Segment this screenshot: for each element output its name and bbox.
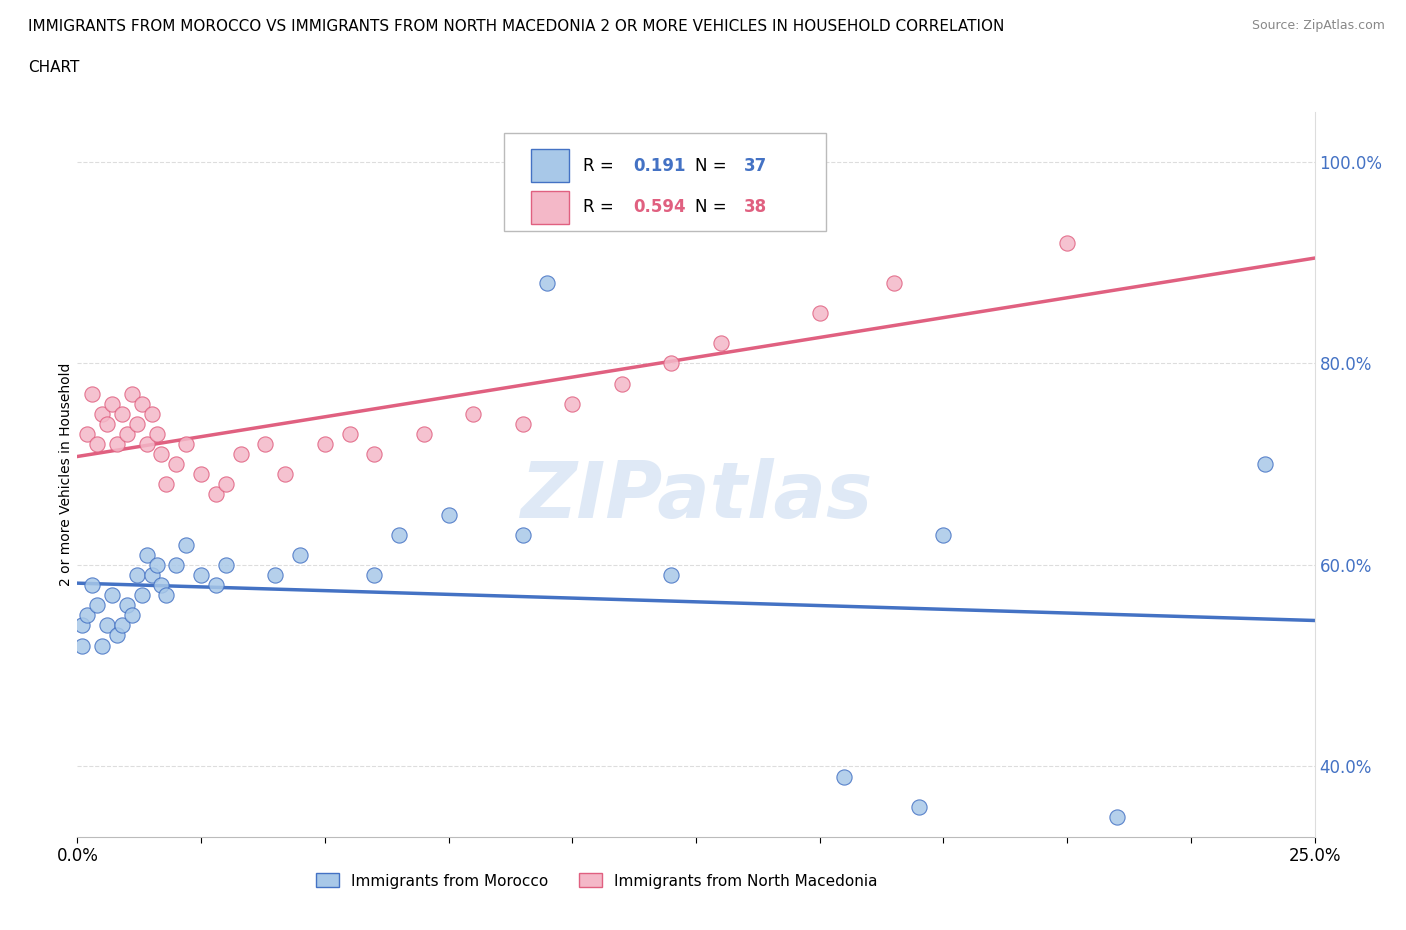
Text: N =: N = xyxy=(695,198,731,217)
Point xyxy=(659,567,682,582)
Point xyxy=(339,427,361,442)
Text: R =: R = xyxy=(583,156,620,175)
Text: 0.191: 0.191 xyxy=(633,156,685,175)
Point xyxy=(808,306,831,321)
Point xyxy=(907,799,929,815)
Point xyxy=(125,417,148,432)
Point xyxy=(610,376,633,391)
Point xyxy=(437,507,460,522)
Point xyxy=(135,437,157,452)
Point xyxy=(215,477,238,492)
Text: IMMIGRANTS FROM MOROCCO VS IMMIGRANTS FROM NORTH MACEDONIA 2 OR MORE VEHICLES IN: IMMIGRANTS FROM MOROCCO VS IMMIGRANTS FR… xyxy=(28,19,1004,33)
Point xyxy=(1105,809,1128,824)
Point xyxy=(101,588,124,603)
Text: N =: N = xyxy=(695,156,731,175)
Point xyxy=(111,618,134,633)
Point xyxy=(883,275,905,290)
Point xyxy=(155,477,177,492)
Point xyxy=(288,548,311,563)
Point xyxy=(1254,457,1277,472)
Point xyxy=(76,427,98,442)
Point xyxy=(229,446,252,461)
Point xyxy=(96,618,118,633)
Text: Source: ZipAtlas.com: Source: ZipAtlas.com xyxy=(1251,19,1385,32)
Text: ZIPatlas: ZIPatlas xyxy=(520,458,872,534)
Point xyxy=(105,437,128,452)
Point xyxy=(145,427,167,442)
Point xyxy=(190,467,212,482)
Point xyxy=(105,628,128,643)
Point xyxy=(131,396,153,411)
Point xyxy=(215,558,238,573)
Text: R =: R = xyxy=(583,198,620,217)
Bar xyxy=(531,150,568,182)
Point xyxy=(131,588,153,603)
Point xyxy=(82,386,104,401)
Point xyxy=(834,769,856,784)
Point xyxy=(536,275,558,290)
Point xyxy=(115,598,138,613)
Point xyxy=(463,406,485,421)
Point xyxy=(174,538,197,552)
Legend: Immigrants from Morocco, Immigrants from North Macedonia: Immigrants from Morocco, Immigrants from… xyxy=(311,868,884,895)
Point xyxy=(254,437,277,452)
Point xyxy=(512,527,534,542)
Point xyxy=(121,386,143,401)
Point xyxy=(141,567,163,582)
Point xyxy=(150,446,173,461)
Text: 37: 37 xyxy=(744,156,768,175)
Point xyxy=(155,588,177,603)
Point xyxy=(388,527,411,542)
Text: 38: 38 xyxy=(744,198,768,217)
Point xyxy=(82,578,104,592)
Bar xyxy=(531,191,568,224)
Point xyxy=(205,487,228,502)
Point xyxy=(91,638,114,653)
Point xyxy=(165,558,187,573)
Point xyxy=(314,437,336,452)
Point xyxy=(96,417,118,432)
Point xyxy=(274,467,297,482)
Point xyxy=(72,618,94,633)
Point xyxy=(86,437,108,452)
Point xyxy=(91,406,114,421)
Text: CHART: CHART xyxy=(28,60,80,75)
Point xyxy=(512,417,534,432)
Point xyxy=(264,567,287,582)
Text: 0.594: 0.594 xyxy=(633,198,686,217)
Point xyxy=(165,457,187,472)
Point xyxy=(174,437,197,452)
Point xyxy=(363,567,385,582)
Point xyxy=(1056,235,1078,250)
Point xyxy=(141,406,163,421)
Point xyxy=(932,527,955,542)
Point xyxy=(205,578,228,592)
FancyBboxPatch shape xyxy=(505,133,825,232)
Point xyxy=(76,608,98,623)
Point xyxy=(111,406,134,421)
Point xyxy=(561,396,583,411)
Point xyxy=(190,567,212,582)
Point xyxy=(72,638,94,653)
Point xyxy=(125,567,148,582)
Point xyxy=(145,558,167,573)
Point xyxy=(121,608,143,623)
Y-axis label: 2 or more Vehicles in Household: 2 or more Vehicles in Household xyxy=(59,363,73,586)
Point xyxy=(363,446,385,461)
Point xyxy=(115,427,138,442)
Point xyxy=(150,578,173,592)
Point xyxy=(710,336,733,351)
Point xyxy=(86,598,108,613)
Point xyxy=(135,548,157,563)
Point xyxy=(412,427,434,442)
Point xyxy=(659,356,682,371)
Point xyxy=(101,396,124,411)
